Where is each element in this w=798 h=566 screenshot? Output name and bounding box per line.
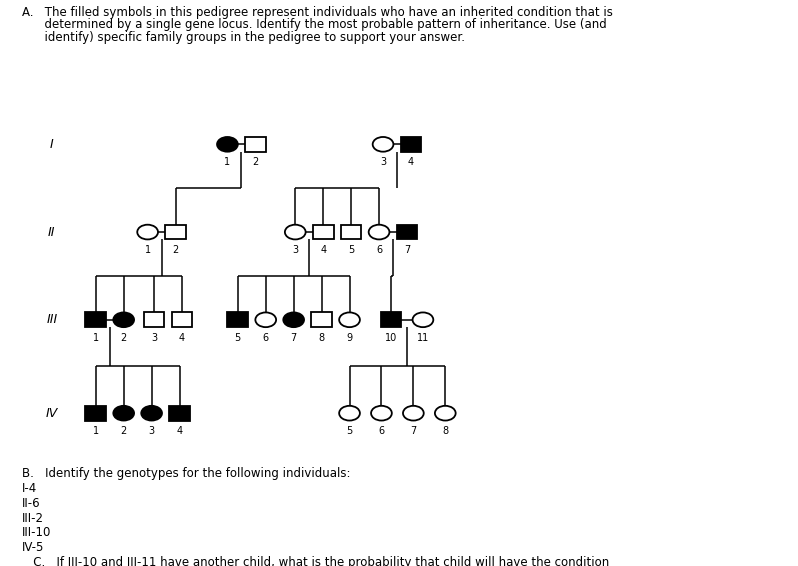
Bar xyxy=(85,406,106,421)
Text: 3: 3 xyxy=(292,245,298,255)
Circle shape xyxy=(403,406,424,421)
Text: C.   If III-10 and III-11 have another child, what is the probability that child: C. If III-10 and III-11 have another chi… xyxy=(22,556,610,566)
Text: 7: 7 xyxy=(404,245,410,255)
Text: 1: 1 xyxy=(144,245,151,255)
Text: 2: 2 xyxy=(252,157,259,168)
Bar xyxy=(169,406,190,421)
Text: I: I xyxy=(50,138,53,151)
Text: 1: 1 xyxy=(93,333,99,343)
Circle shape xyxy=(137,225,158,239)
Bar xyxy=(311,312,332,327)
Circle shape xyxy=(435,406,456,421)
Text: 4: 4 xyxy=(320,245,326,255)
Circle shape xyxy=(413,312,433,327)
Bar xyxy=(401,137,421,152)
Text: 3: 3 xyxy=(380,157,386,168)
Text: 2: 2 xyxy=(120,333,127,343)
Text: 2: 2 xyxy=(172,245,179,255)
Bar xyxy=(313,225,334,239)
Text: 5: 5 xyxy=(346,426,353,436)
Text: 7: 7 xyxy=(290,333,297,343)
Bar xyxy=(397,225,417,239)
Text: 6: 6 xyxy=(263,333,269,343)
Circle shape xyxy=(113,312,134,327)
Text: 5: 5 xyxy=(348,245,354,255)
Text: 8: 8 xyxy=(318,333,325,343)
Text: II: II xyxy=(48,226,56,238)
Text: IV: IV xyxy=(45,407,58,419)
Text: 7: 7 xyxy=(410,426,417,436)
Text: A.   The filled symbols in this pedigree represent individuals who have an inher: A. The filled symbols in this pedigree r… xyxy=(22,6,613,19)
Text: 6: 6 xyxy=(376,245,382,255)
Text: III-2: III-2 xyxy=(22,512,45,525)
Circle shape xyxy=(339,312,360,327)
Bar xyxy=(165,225,186,239)
Bar xyxy=(144,312,164,327)
Text: II-6: II-6 xyxy=(22,497,41,510)
Circle shape xyxy=(285,225,306,239)
Bar xyxy=(85,312,106,327)
Circle shape xyxy=(255,312,276,327)
Text: 11: 11 xyxy=(417,333,429,343)
Bar xyxy=(227,312,248,327)
Text: 4: 4 xyxy=(408,157,414,168)
Text: 10: 10 xyxy=(385,333,397,343)
Circle shape xyxy=(373,137,393,152)
Circle shape xyxy=(113,406,134,421)
Text: determined by a single gene locus. Identify the most probable pattern of inherit: determined by a single gene locus. Ident… xyxy=(22,18,607,31)
Circle shape xyxy=(369,225,389,239)
Bar xyxy=(172,312,192,327)
Circle shape xyxy=(339,406,360,421)
Text: 1: 1 xyxy=(93,426,99,436)
Text: 3: 3 xyxy=(148,426,155,436)
Circle shape xyxy=(371,406,392,421)
Text: B.   Identify the genotypes for the following individuals:: B. Identify the genotypes for the follow… xyxy=(22,467,351,480)
Circle shape xyxy=(217,137,238,152)
Text: I-4: I-4 xyxy=(22,482,38,495)
Text: 2: 2 xyxy=(120,426,127,436)
Bar xyxy=(245,137,266,152)
Text: III-10: III-10 xyxy=(22,526,52,539)
Bar xyxy=(381,312,401,327)
Circle shape xyxy=(141,406,162,421)
Circle shape xyxy=(283,312,304,327)
Text: 3: 3 xyxy=(151,333,157,343)
Text: IV-5: IV-5 xyxy=(22,541,45,554)
Bar xyxy=(341,225,361,239)
Text: 4: 4 xyxy=(179,333,185,343)
Text: 1: 1 xyxy=(224,157,231,168)
Text: 5: 5 xyxy=(235,333,241,343)
Text: 4: 4 xyxy=(176,426,183,436)
Text: identify) specific family groups in the pedigree to support your answer.: identify) specific family groups in the … xyxy=(22,31,465,44)
Text: 9: 9 xyxy=(346,333,353,343)
Text: 8: 8 xyxy=(442,426,448,436)
Text: 6: 6 xyxy=(378,426,385,436)
Text: III: III xyxy=(46,314,57,326)
